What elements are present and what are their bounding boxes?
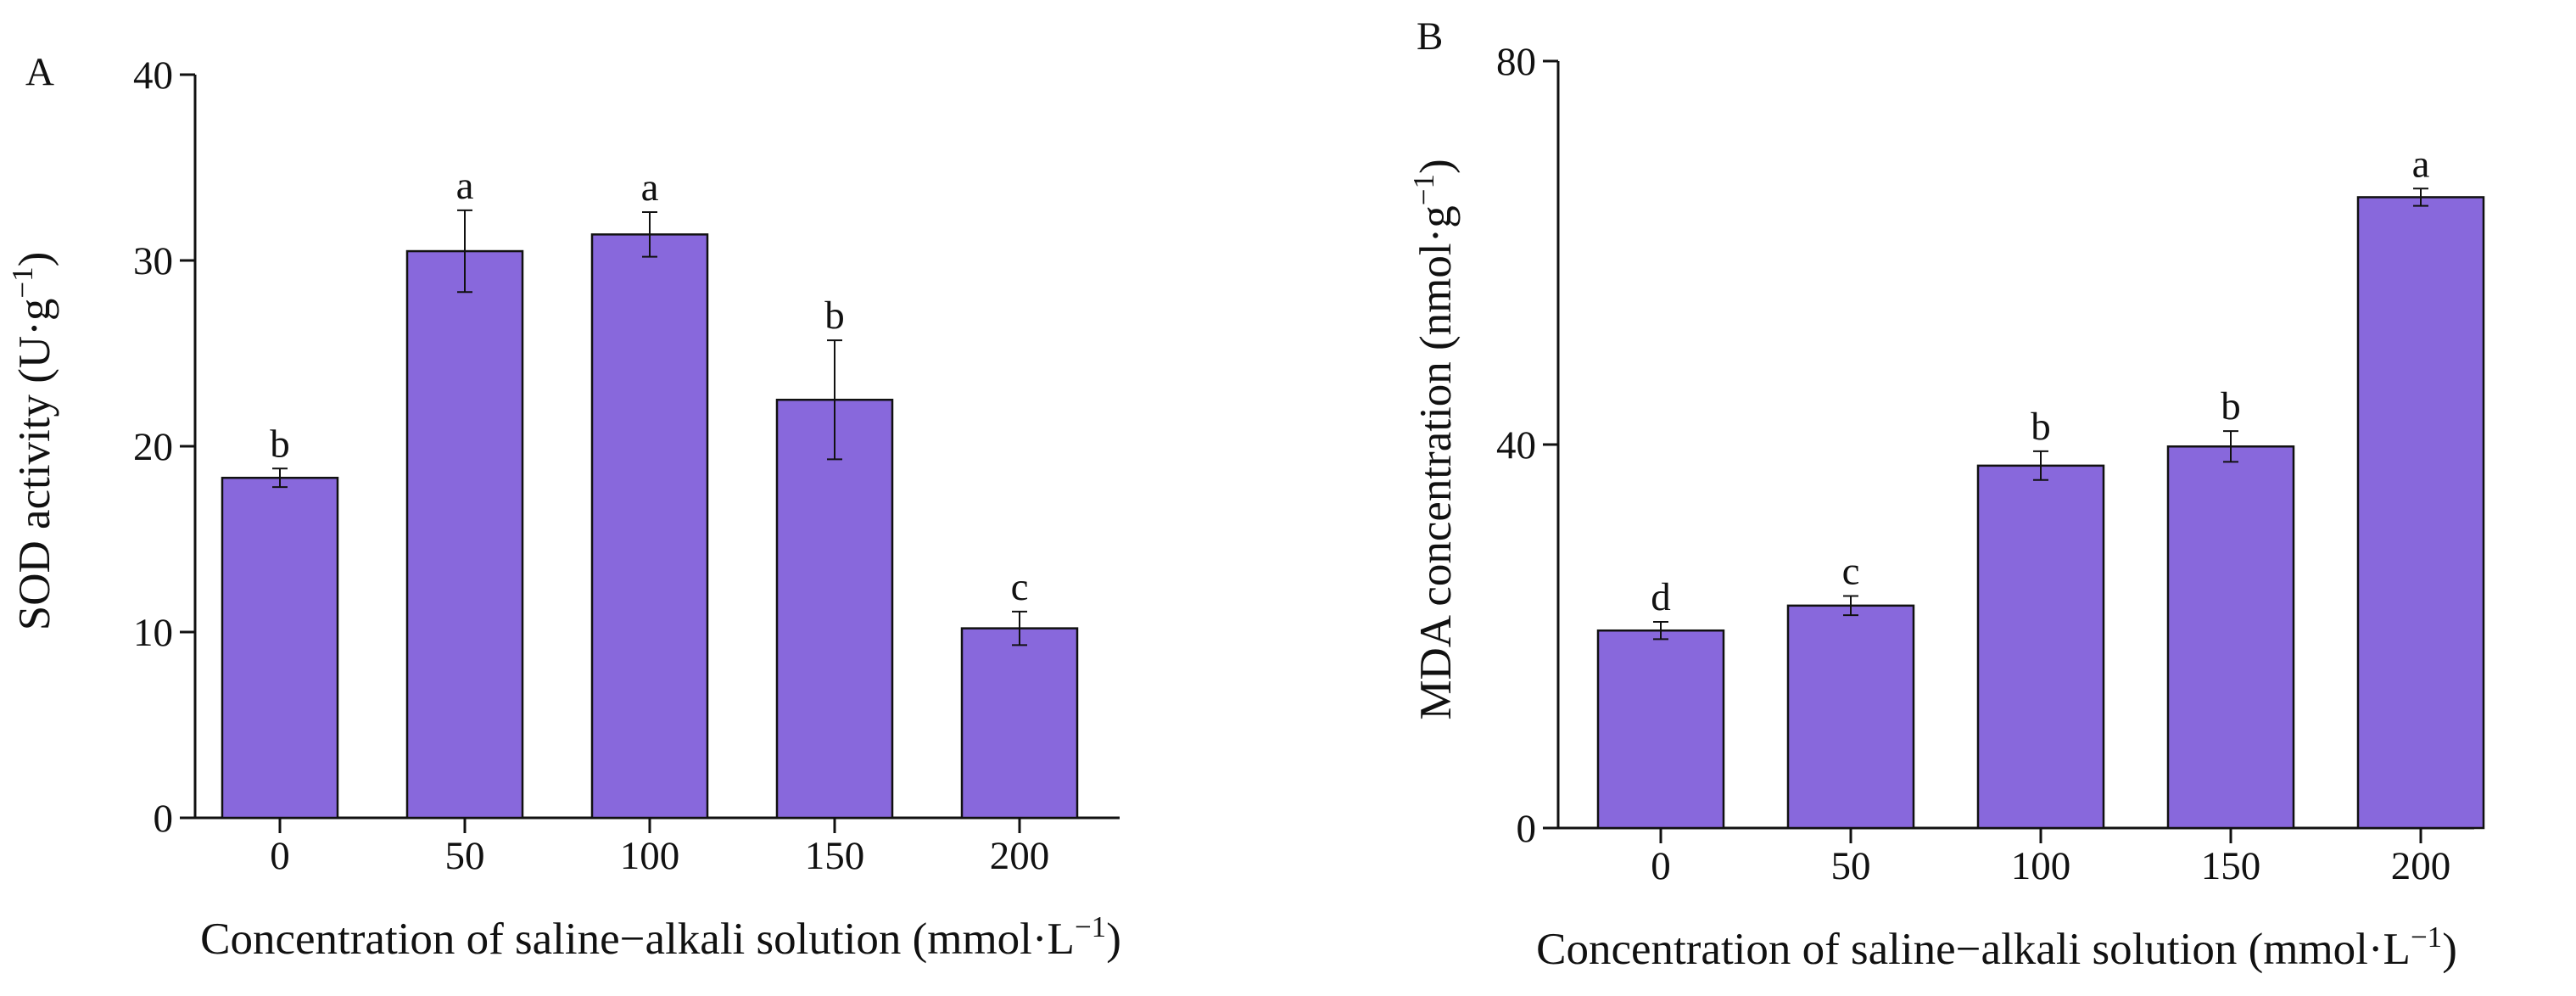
y-tick-label: 20 [133,425,173,469]
significance-label: b [824,294,845,338]
bar [1976,464,2105,830]
bar [1596,629,1725,830]
bar [405,249,524,820]
panel-b-mda-chart: B 0 40 80 d 0 c 50 b 100 b 150 a 200 Concentration o… [1407,14,2485,974]
bar [960,627,1079,820]
significance-label: c [1842,550,1860,594]
significance-label: a [456,164,474,208]
y-tick-label: 40 [133,53,173,98]
x-tick-label: 200 [990,834,1050,878]
x-tick-label: 100 [620,834,680,878]
y-tick-label: 0 [154,797,174,841]
x-tick-label: 150 [2201,844,2261,888]
x-axis-title: Concentration of saline−alkali solution … [1536,920,2457,974]
panel-label: B [1417,14,1443,59]
significance-label: a [641,165,659,210]
x-tick-label: 100 [2011,844,2071,888]
bar [2166,445,2295,830]
significance-label: c [1011,565,1029,609]
y-axis-title: MDA concentration (nmol·g−1) [1407,159,1461,719]
significance-label: a [2412,142,2430,186]
bar [221,476,339,820]
significance-label: b [270,422,290,466]
x-tick-label: 200 [2391,844,2451,888]
x-axis-title: Concentration of saline−alkali solution … [200,910,1121,964]
panel-b-marks: 0 40 80 d 0 c 50 b 100 b 150 a 200 [1496,40,2485,888]
y-tick-label: 0 [1517,807,1537,851]
y-axis-title: SOD activity (U·g−1) [6,252,59,630]
bar [2356,196,2485,830]
significance-label: b [2221,384,2241,428]
x-tick-label: 50 [445,834,485,878]
bar [590,233,709,820]
y-tick-label: 40 [1496,423,1536,467]
panel-a-marks: 0 10 20 30 40 b 0 a 50 a 100 b 150 c 200 [133,53,1120,878]
y-tick-label: 30 [133,239,173,283]
panel-a-sod-chart: A 0 10 20 30 40 b 0 a 50 a 100 b 150 c 200 Concentrati… [6,50,1121,964]
significance-label: b [2031,405,2051,449]
x-tick-label: 50 [1831,844,1871,888]
significance-label: d [1651,575,1671,619]
bar [1786,604,1915,830]
y-tick-label: 80 [1496,40,1536,84]
bar [775,399,894,820]
x-tick-label: 0 [270,834,290,878]
y-tick-label: 10 [133,611,173,655]
panel-label: A [25,50,54,94]
x-tick-label: 150 [805,834,865,878]
x-tick-label: 0 [1651,844,1671,888]
